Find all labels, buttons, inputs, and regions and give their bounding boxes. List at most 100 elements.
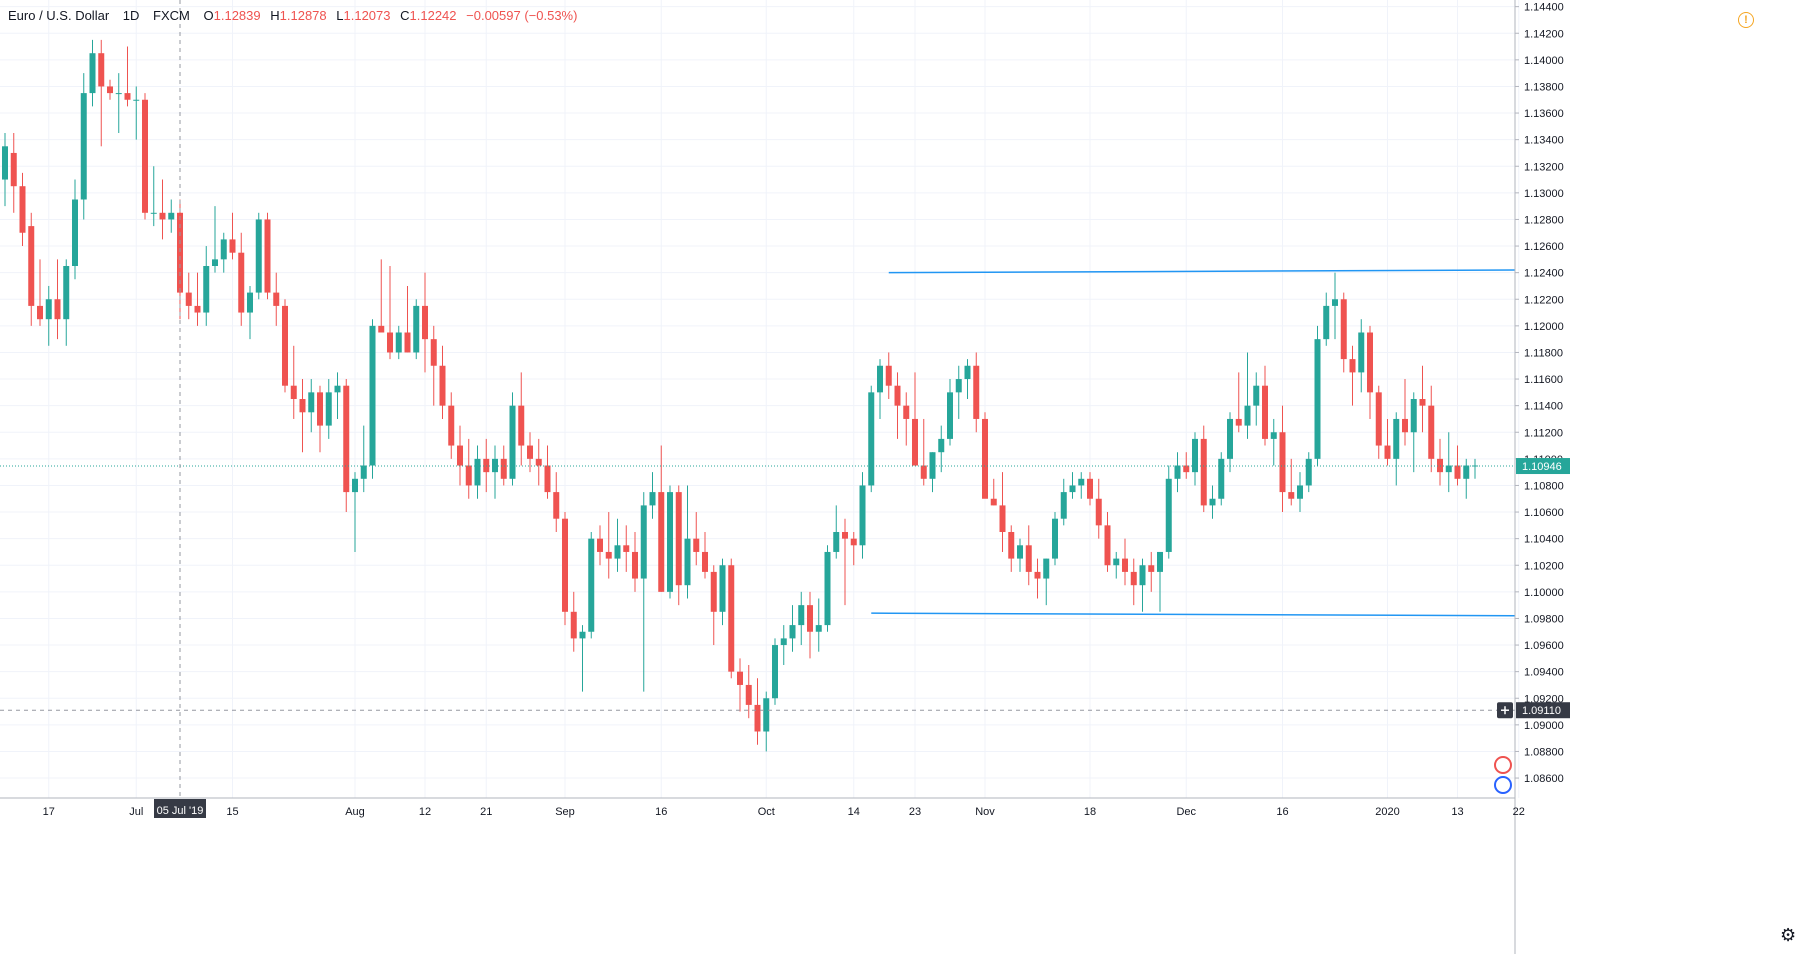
- candle-body[interactable]: [37, 305, 43, 320]
- candle-body[interactable]: [28, 226, 35, 306]
- candle-body[interactable]: [1192, 438, 1198, 473]
- symbol-name[interactable]: Euro / U.S. Dollar: [8, 8, 110, 23]
- candle-body[interactable]: [247, 292, 253, 313]
- candle-body[interactable]: [238, 252, 245, 313]
- candle-body[interactable]: [570, 611, 577, 639]
- candle-body[interactable]: [562, 518, 568, 612]
- candle-body[interactable]: [719, 565, 726, 612]
- candle-body[interactable]: [544, 465, 551, 493]
- candle-body[interactable]: [1463, 465, 1470, 479]
- interval[interactable]: 1D: [122, 8, 140, 23]
- candle-body[interactable]: [763, 698, 770, 732]
- candle-body[interactable]: [614, 545, 621, 559]
- candle-body[interactable]: [1043, 558, 1050, 579]
- candle-body[interactable]: [98, 53, 105, 87]
- candle-body[interactable]: [325, 392, 332, 426]
- candle-body[interactable]: [1008, 532, 1015, 559]
- candle-body[interactable]: [1419, 399, 1426, 406]
- candle-body[interactable]: [1200, 438, 1207, 506]
- plus-icon[interactable]: [1497, 702, 1513, 719]
- candle-body[interactable]: [1340, 299, 1347, 360]
- candle-body[interactable]: [1393, 418, 1400, 459]
- candle-body[interactable]: [168, 212, 175, 220]
- candle-body[interactable]: [1052, 518, 1058, 559]
- candle-body[interactable]: [553, 492, 560, 519]
- candle-body[interactable]: [343, 385, 350, 493]
- candle-body[interactable]: [605, 551, 612, 559]
- candle-body[interactable]: [185, 292, 192, 306]
- candle-body[interactable]: [1095, 498, 1102, 526]
- candle-body[interactable]: [282, 305, 288, 386]
- candle-body[interactable]: [19, 186, 26, 233]
- candle-body[interactable]: [1130, 571, 1137, 586]
- candle-body[interactable]: [1157, 551, 1163, 572]
- candle-body[interactable]: [1209, 498, 1216, 506]
- candle-body[interactable]: [1410, 399, 1417, 433]
- candle-body[interactable]: [89, 53, 96, 94]
- candle-body[interactable]: [745, 684, 752, 705]
- candle-body[interactable]: [1078, 478, 1085, 486]
- candle-body[interactable]: [1349, 359, 1356, 373]
- candle-body[interactable]: [422, 305, 428, 340]
- candle-body[interactable]: [45, 299, 52, 320]
- candle-body[interactable]: [1060, 492, 1067, 519]
- candle-body[interactable]: [264, 219, 271, 293]
- candle-body[interactable]: [1244, 405, 1251, 426]
- candle-body[interactable]: [894, 385, 901, 406]
- time-axis[interactable]: 17 Jul 15 Aug 12 21 Sep 16 Oct 14 23 Nov 18 Dec 16 2020…: [0, 797, 1525, 818]
- candle-body[interactable]: [229, 239, 236, 253]
- event-flag-icon[interactable]: [1494, 776, 1512, 794]
- candle-body[interactable]: [518, 405, 525, 446]
- candle-body[interactable]: [1472, 465, 1478, 467]
- candle-body[interactable]: [1104, 525, 1111, 566]
- candle-body[interactable]: [684, 538, 691, 586]
- candle-body[interactable]: [632, 551, 638, 579]
- candle-body[interactable]: [430, 339, 437, 366]
- candle-body[interactable]: [667, 492, 673, 592]
- candle-body[interactable]: [912, 418, 918, 466]
- candle-body[interactable]: [955, 379, 962, 393]
- candle-body[interactable]: [124, 93, 131, 100]
- candle-body[interactable]: [500, 458, 507, 479]
- event-flag-icon[interactable]: [1494, 756, 1512, 774]
- candle-body[interactable]: [63, 266, 70, 320]
- candle-body[interactable]: [1445, 465, 1452, 473]
- candle-body[interactable]: [115, 93, 122, 95]
- candle-body[interactable]: [702, 551, 708, 572]
- candle-body[interactable]: [885, 365, 892, 386]
- candle-body[interactable]: [999, 505, 1006, 532]
- candle-body[interactable]: [1235, 418, 1242, 426]
- candle-body[interactable]: [413, 305, 420, 353]
- candle-body[interactable]: [1358, 332, 1365, 373]
- candle-body[interactable]: [317, 392, 323, 426]
- candle-body[interactable]: [903, 405, 910, 419]
- candle-body[interactable]: [1183, 465, 1190, 473]
- candle-body[interactable]: [1174, 465, 1181, 479]
- candle-body[interactable]: [369, 325, 376, 466]
- candle-body[interactable]: [850, 538, 857, 546]
- candle-body[interactable]: [1218, 458, 1225, 499]
- candle-body[interactable]: [1017, 545, 1023, 559]
- candle-body[interactable]: [1113, 558, 1120, 566]
- candle-body[interactable]: [772, 645, 778, 699]
- candle-body[interactable]: [1375, 392, 1382, 446]
- candle-body[interactable]: [1323, 305, 1330, 340]
- candle-body[interactable]: [203, 266, 210, 313]
- candle-body[interactable]: [395, 332, 402, 353]
- candle-body[interactable]: [597, 538, 603, 552]
- candle-body[interactable]: [159, 212, 166, 220]
- candle-body[interactable]: [1437, 458, 1443, 473]
- candle-body[interactable]: [1454, 465, 1461, 479]
- candle-body[interactable]: [877, 365, 883, 393]
- candle-body[interactable]: [807, 605, 813, 632]
- candle-body[interactable]: [133, 99, 140, 101]
- candle-body[interactable]: [150, 212, 157, 214]
- candle-body[interactable]: [299, 399, 306, 413]
- candle-body[interactable]: [789, 625, 796, 639]
- candle-body[interactable]: [1279, 432, 1286, 493]
- candle-body[interactable]: [10, 152, 17, 187]
- candle-body[interactable]: [1253, 385, 1260, 406]
- candle-body[interactable]: [798, 605, 805, 626]
- candle-body[interactable]: [360, 465, 367, 479]
- candle-body[interactable]: [535, 458, 542, 466]
